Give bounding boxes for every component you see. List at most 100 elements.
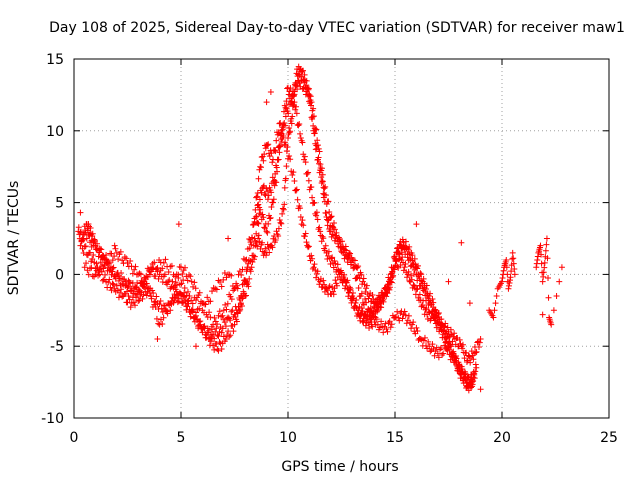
data-point [145,285,152,292]
data-point [81,264,88,271]
data-point [286,88,293,95]
data-point [346,286,353,293]
x-tick-label: 0 [70,430,79,446]
data-point [332,277,339,284]
data-point [251,253,258,260]
data-point [131,302,138,309]
data-point [112,245,119,252]
data-point [199,329,206,336]
data-point [127,258,134,265]
data-point [540,273,547,280]
data-point [159,265,166,272]
chart-title: Day 108 of 2025, Sidereal Day-to-day VTE… [49,20,625,36]
data-point [100,265,107,272]
data-point [106,267,113,274]
data-point [113,282,120,289]
data-point [88,243,95,250]
data-point [281,184,288,191]
data-point [302,230,309,237]
data-point [136,270,143,277]
data-point [421,334,428,341]
data-point [325,198,332,205]
data-point [350,295,357,302]
data-point [91,237,98,244]
data-point [472,368,479,375]
data-point [405,268,412,275]
data-point [366,292,373,299]
data-point [313,270,320,277]
data-point [317,278,324,285]
data-point [134,291,141,298]
data-point [278,127,285,134]
data-point [505,282,512,289]
data-point [384,282,391,289]
data-point [319,233,326,240]
data-point [506,280,513,287]
data-point [467,359,474,366]
data-point [77,209,84,216]
data-point [347,261,354,268]
data-point [223,274,230,281]
data-point [351,257,358,264]
data-point [458,363,465,370]
data-point [539,311,546,318]
data-point [265,141,272,148]
y-axis-label: SDTVAR / TECUs [6,181,22,296]
data-point [285,110,292,117]
data-point [410,282,417,289]
data-point [217,279,224,286]
data-point [213,286,220,293]
data-point [420,337,427,344]
data-point [269,159,276,166]
data-point [325,248,332,255]
data-point [321,185,328,192]
data-point [294,86,301,93]
data-point [297,130,304,137]
data-point [189,300,196,307]
data-point [93,267,100,274]
data-point [545,294,552,301]
data-point [287,99,294,106]
data-point [305,243,312,250]
data-point [382,289,389,296]
data-point [165,301,172,308]
data-point [447,342,454,349]
data-point [237,292,244,299]
data-point [431,315,438,322]
data-point [268,204,275,211]
data-point [459,345,466,352]
data-point [151,259,158,266]
data-point [287,128,294,135]
data-point [320,235,327,242]
data-point [204,329,211,336]
data-point [445,278,452,285]
data-point [435,311,442,318]
data-point [248,234,255,241]
data-point [234,285,241,292]
data-point [244,266,251,273]
data-point [358,311,365,318]
data-point [312,126,319,133]
data-point [459,341,466,348]
data-point [256,196,263,203]
data-point [299,217,306,224]
data-point [130,299,137,306]
data-point [278,139,285,146]
data-point [250,242,257,249]
data-point [113,249,120,256]
data-point [319,178,326,185]
data-point [455,359,462,366]
x-axis-label: GPS time / hours [281,459,398,475]
data-point [201,309,208,316]
y-tick-labels: -10 -5 0 5 10 15 [41,52,64,427]
data-point [169,295,176,302]
data-point [108,287,115,294]
data-point [538,251,545,258]
data-point [296,120,303,127]
data-point [440,327,447,334]
data-point [363,285,370,292]
data-point [150,289,157,296]
data-point [471,371,478,378]
data-point [153,293,160,300]
